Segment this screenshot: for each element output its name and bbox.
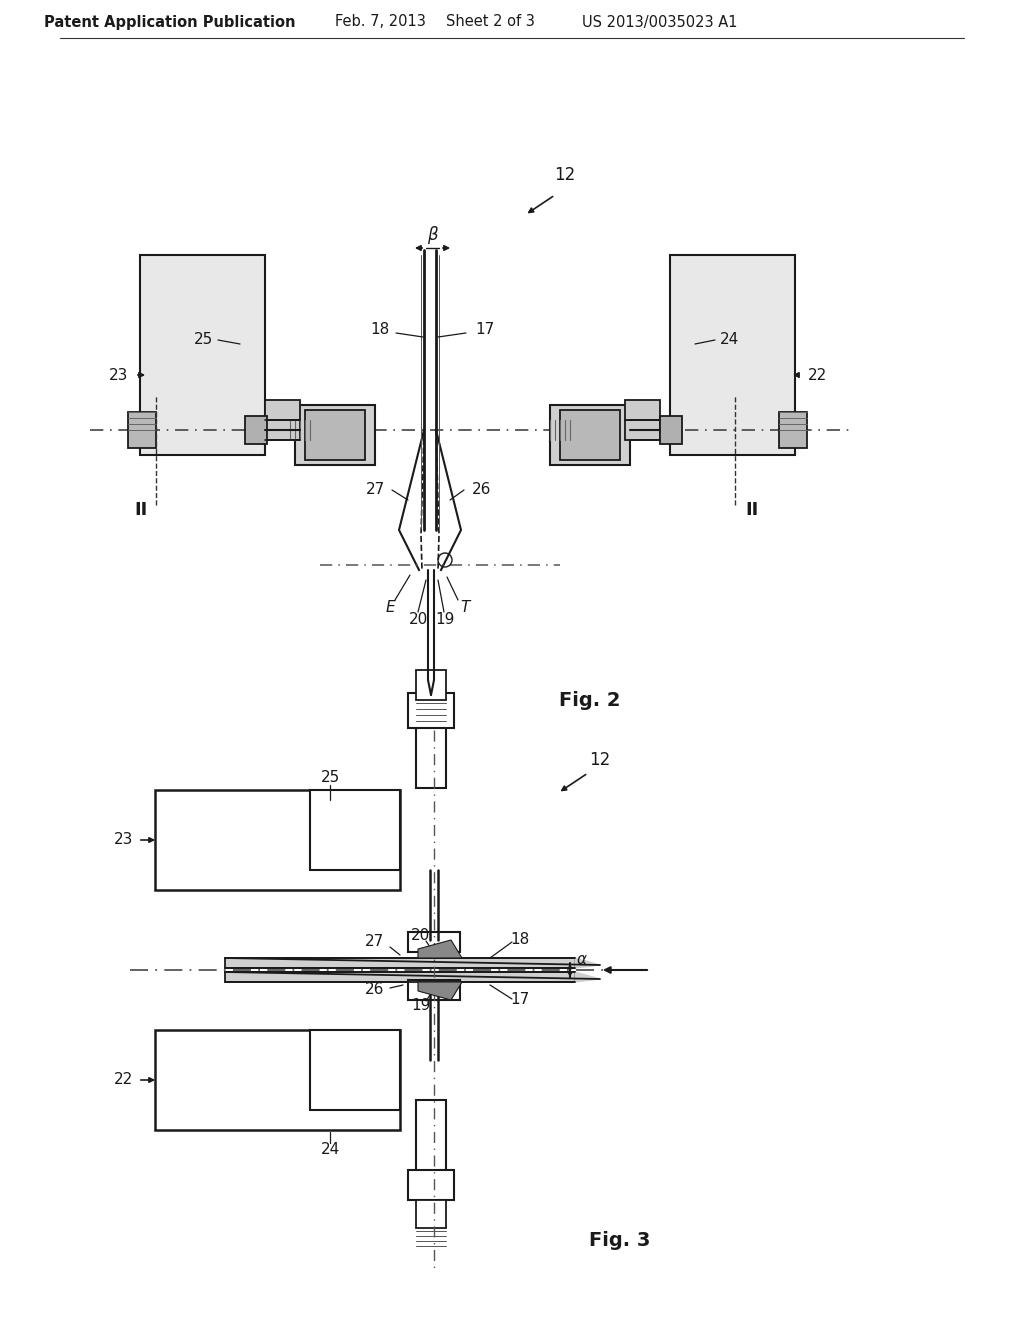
Text: 26: 26 <box>366 982 385 998</box>
Bar <box>560 411 620 459</box>
Text: II: II <box>135 502 148 519</box>
Text: Fig. 2: Fig. 2 <box>559 690 621 710</box>
Bar <box>550 405 630 465</box>
Bar <box>245 416 267 444</box>
Text: 17: 17 <box>510 993 529 1007</box>
Text: 22: 22 <box>114 1072 133 1088</box>
Bar <box>265 420 300 440</box>
Bar <box>305 411 365 459</box>
Text: E: E <box>385 601 395 615</box>
Bar <box>140 255 265 455</box>
Bar <box>660 416 682 444</box>
Bar <box>128 412 156 447</box>
Bar <box>625 400 660 420</box>
Bar <box>416 1200 446 1228</box>
Bar <box>310 1030 400 1110</box>
Text: US 2013/0035023 A1: US 2013/0035023 A1 <box>583 15 737 29</box>
Text: β: β <box>427 226 437 244</box>
Text: 20: 20 <box>410 612 429 627</box>
Text: 19: 19 <box>435 612 455 627</box>
Bar <box>225 972 575 982</box>
Text: 20: 20 <box>412 928 431 942</box>
Bar <box>310 789 400 870</box>
Polygon shape <box>418 982 462 1001</box>
Text: 25: 25 <box>321 771 340 785</box>
Text: II: II <box>745 502 758 519</box>
Text: 25: 25 <box>194 333 213 347</box>
Bar <box>295 405 375 465</box>
Polygon shape <box>418 940 462 958</box>
Bar <box>225 958 575 968</box>
Bar <box>670 255 795 455</box>
Bar <box>779 412 807 447</box>
Bar <box>155 789 400 890</box>
Polygon shape <box>575 972 600 982</box>
Text: 18: 18 <box>510 932 529 948</box>
Text: 27: 27 <box>366 483 385 498</box>
Text: Sheet 2 of 3: Sheet 2 of 3 <box>445 15 535 29</box>
Bar <box>416 700 446 788</box>
Bar <box>408 693 454 729</box>
Bar <box>265 400 300 420</box>
Text: 24: 24 <box>720 333 739 347</box>
Bar <box>416 1100 446 1175</box>
Text: 12: 12 <box>554 166 575 183</box>
Text: T: T <box>461 601 470 615</box>
Text: 24: 24 <box>321 1143 340 1158</box>
Bar <box>416 671 446 700</box>
Text: 22: 22 <box>808 367 827 383</box>
Text: Feb. 7, 2013: Feb. 7, 2013 <box>335 15 425 29</box>
Text: 23: 23 <box>109 367 128 383</box>
Text: 27: 27 <box>366 935 385 949</box>
Text: 17: 17 <box>475 322 495 338</box>
Text: 26: 26 <box>472 483 492 498</box>
Text: Patent Application Publication: Patent Application Publication <box>44 15 296 29</box>
Polygon shape <box>575 958 600 968</box>
Bar <box>408 1170 454 1200</box>
Bar <box>155 1030 400 1130</box>
Text: 19: 19 <box>412 998 431 1012</box>
Bar <box>625 420 660 440</box>
Text: α: α <box>577 953 587 968</box>
Text: 12: 12 <box>590 751 610 770</box>
Bar <box>408 979 460 1001</box>
Text: 18: 18 <box>371 322 390 338</box>
Text: Fig. 3: Fig. 3 <box>590 1230 650 1250</box>
Text: 23: 23 <box>114 833 133 847</box>
Bar <box>408 932 460 952</box>
